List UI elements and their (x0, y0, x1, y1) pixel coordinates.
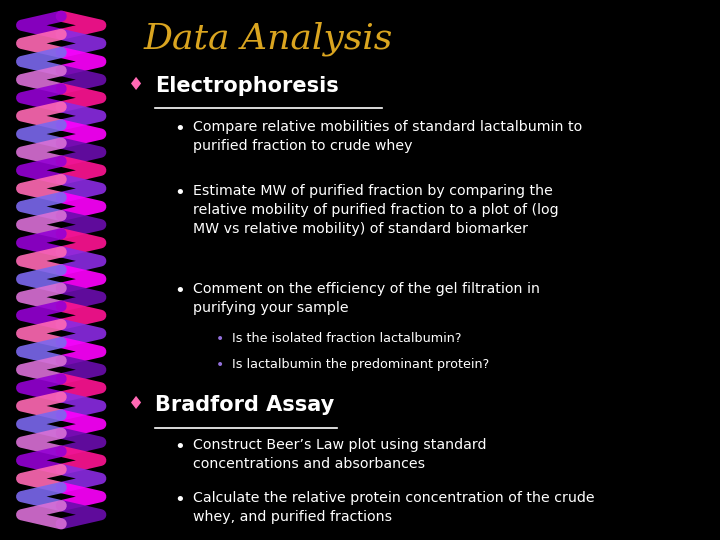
Text: Electrophoresis: Electrophoresis (155, 76, 338, 96)
Text: ♦: ♦ (128, 395, 144, 413)
Text: Compare relative mobilities of standard lactalbumin to
purified fraction to crud: Compare relative mobilities of standard … (193, 120, 582, 153)
Text: •: • (174, 438, 185, 456)
Text: •: • (216, 358, 224, 372)
Text: •: • (174, 184, 185, 201)
Text: Data Analysis: Data Analysis (144, 22, 393, 56)
Text: Construct Beer’s Law plot using standard
concentrations and absorbances: Construct Beer’s Law plot using standard… (193, 438, 487, 471)
Text: •: • (216, 332, 224, 346)
Text: Calculate the relative protein concentration of the crude
whey, and purified fra: Calculate the relative protein concentra… (193, 491, 595, 524)
Text: •: • (174, 282, 185, 300)
Text: Is lactalbumin the predominant protein?: Is lactalbumin the predominant protein? (232, 358, 489, 371)
Text: Comment on the efficiency of the gel filtration in
purifying your sample: Comment on the efficiency of the gel fil… (193, 282, 540, 315)
Text: Estimate MW of purified fraction by comparing the
relative mobility of purified : Estimate MW of purified fraction by comp… (193, 184, 559, 235)
Text: Is the isolated fraction lactalbumin?: Is the isolated fraction lactalbumin? (232, 332, 462, 345)
Text: ♦: ♦ (128, 76, 144, 93)
Text: •: • (174, 491, 185, 509)
Text: •: • (174, 120, 185, 138)
Text: Bradford Assay: Bradford Assay (155, 395, 334, 415)
